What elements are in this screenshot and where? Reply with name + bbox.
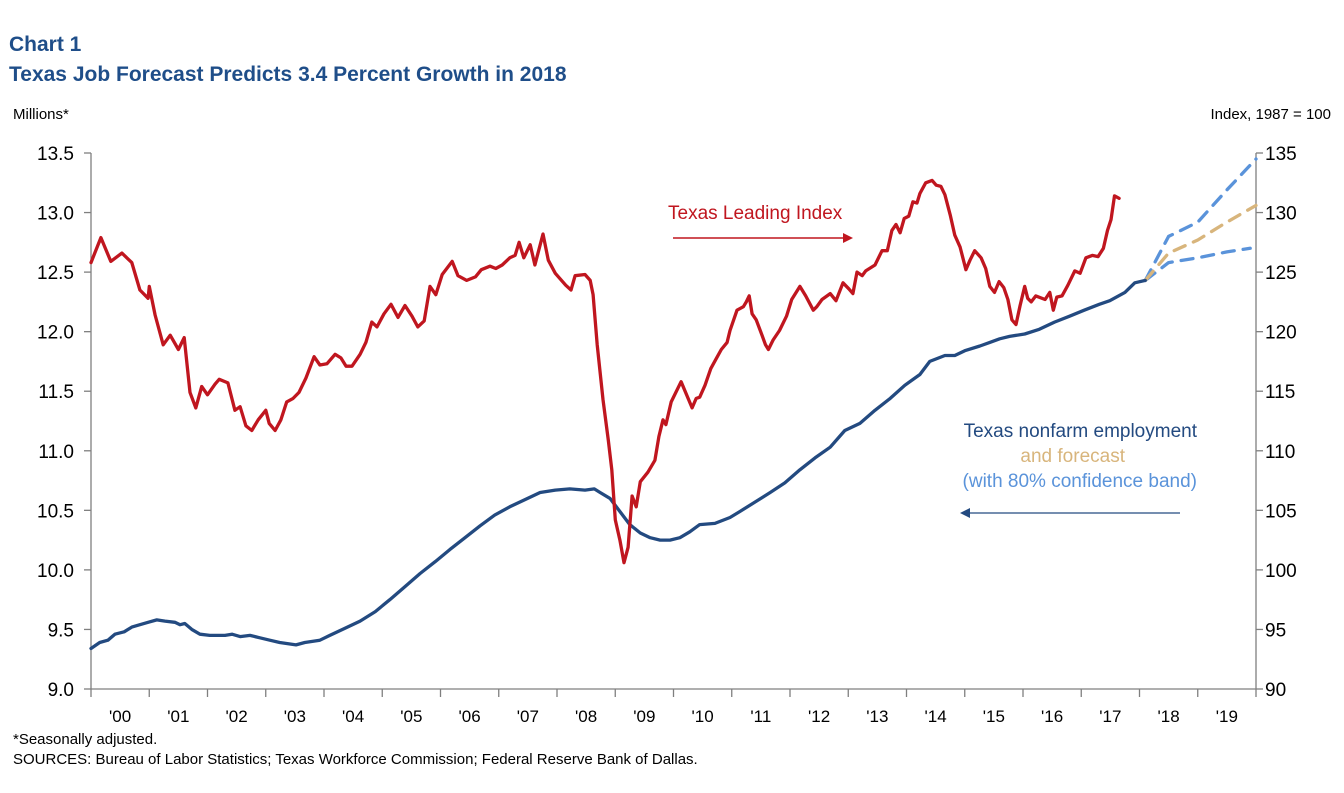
left-axis-label: Millions* [13, 106, 69, 123]
left-axis-tick-label: 13.0 [37, 204, 74, 225]
x-axis-tick-label: '06 [459, 707, 481, 726]
x-axis-tick-label: '01 [167, 707, 189, 726]
x-axis-tick-label: '08 [575, 707, 597, 726]
band-label: (with 80% confidence band) [963, 471, 1197, 492]
x-axis-tick-label: '16 [1041, 707, 1063, 726]
right-axis-tick-label: 125 [1265, 263, 1297, 284]
x-axis-tick-label: '02 [226, 707, 248, 726]
forecast-label: and forecast [1020, 446, 1125, 467]
footnote: *Seasonally adjusted. [13, 731, 158, 748]
x-axis-tick-label: '15 [983, 707, 1005, 726]
employment-line [89, 278, 1147, 651]
x-axis-tick-label: '18 [1158, 707, 1180, 726]
x-axis-tick-label: '17 [1099, 707, 1121, 726]
right-axis-tick-label: 90 [1265, 680, 1286, 701]
x-axis-tick-label: '13 [866, 707, 888, 726]
left-axis-tick-label: 9.0 [48, 680, 74, 701]
right-axis-tick-label: 115 [1265, 382, 1295, 403]
x-axis-tick-label: '12 [808, 707, 830, 726]
right-axis-tick-label: 135 [1265, 144, 1297, 165]
employment-arrow-head-icon [960, 508, 970, 518]
right-axis-tick-label: 120 [1265, 323, 1297, 344]
left-axis-tick-label: 13.5 [37, 144, 74, 165]
right-axis-tick-label: 105 [1265, 501, 1297, 522]
left-axis-tick-label: 10.0 [37, 561, 74, 582]
right-axis-tick-label: 95 [1265, 620, 1286, 641]
right-axis-tick-label: 100 [1265, 561, 1297, 582]
x-axis-tick-label: '19 [1216, 707, 1238, 726]
confidence-band-upper-line [1143, 157, 1258, 283]
x-axis-tick-label: '05 [400, 707, 422, 726]
left-axis-tick-label: 10.5 [37, 501, 74, 522]
left-axis-tick-label: 9.5 [48, 620, 74, 641]
right-axis-tick-label: 130 [1265, 204, 1297, 225]
x-axis-tick-label: '03 [284, 707, 306, 726]
x-axis-tick-label: '07 [517, 707, 539, 726]
x-axis-tick-label: '00 [109, 707, 131, 726]
x-axis-tick-label: '09 [633, 707, 655, 726]
chart-title: Texas Job Forecast Predicts 3.4 Percent … [9, 63, 567, 86]
left-axis-tick-label: 11.5 [38, 382, 74, 403]
leading-index-label: Texas Leading Index [668, 203, 843, 224]
confidence-band-lower-line [1143, 246, 1252, 283]
leading-index-line [89, 178, 1121, 565]
chart-number: Chart 1 [9, 33, 82, 56]
left-axis-tick-label: 12.5 [37, 263, 74, 284]
leading-index-arrow-head-icon [843, 233, 853, 243]
right-axis-label: Index, 1987 = 100 [1210, 106, 1331, 123]
left-axis-tick-label: 11.0 [38, 442, 74, 463]
left-axis-tick-label: 12.0 [37, 323, 74, 344]
x-axis-tick-label: '11 [750, 707, 771, 726]
sources: SOURCES: Bureau of Labor Statistics; Tex… [13, 751, 698, 768]
x-axis-tick-label: '10 [692, 707, 714, 726]
forecast-line [1143, 203, 1258, 283]
right-axis-tick-label: 110 [1265, 442, 1295, 463]
x-axis-tick-label: '04 [342, 707, 364, 726]
x-axis-tick-label: '14 [925, 707, 947, 726]
employment-label: Texas nonfarm employment [964, 421, 1198, 442]
